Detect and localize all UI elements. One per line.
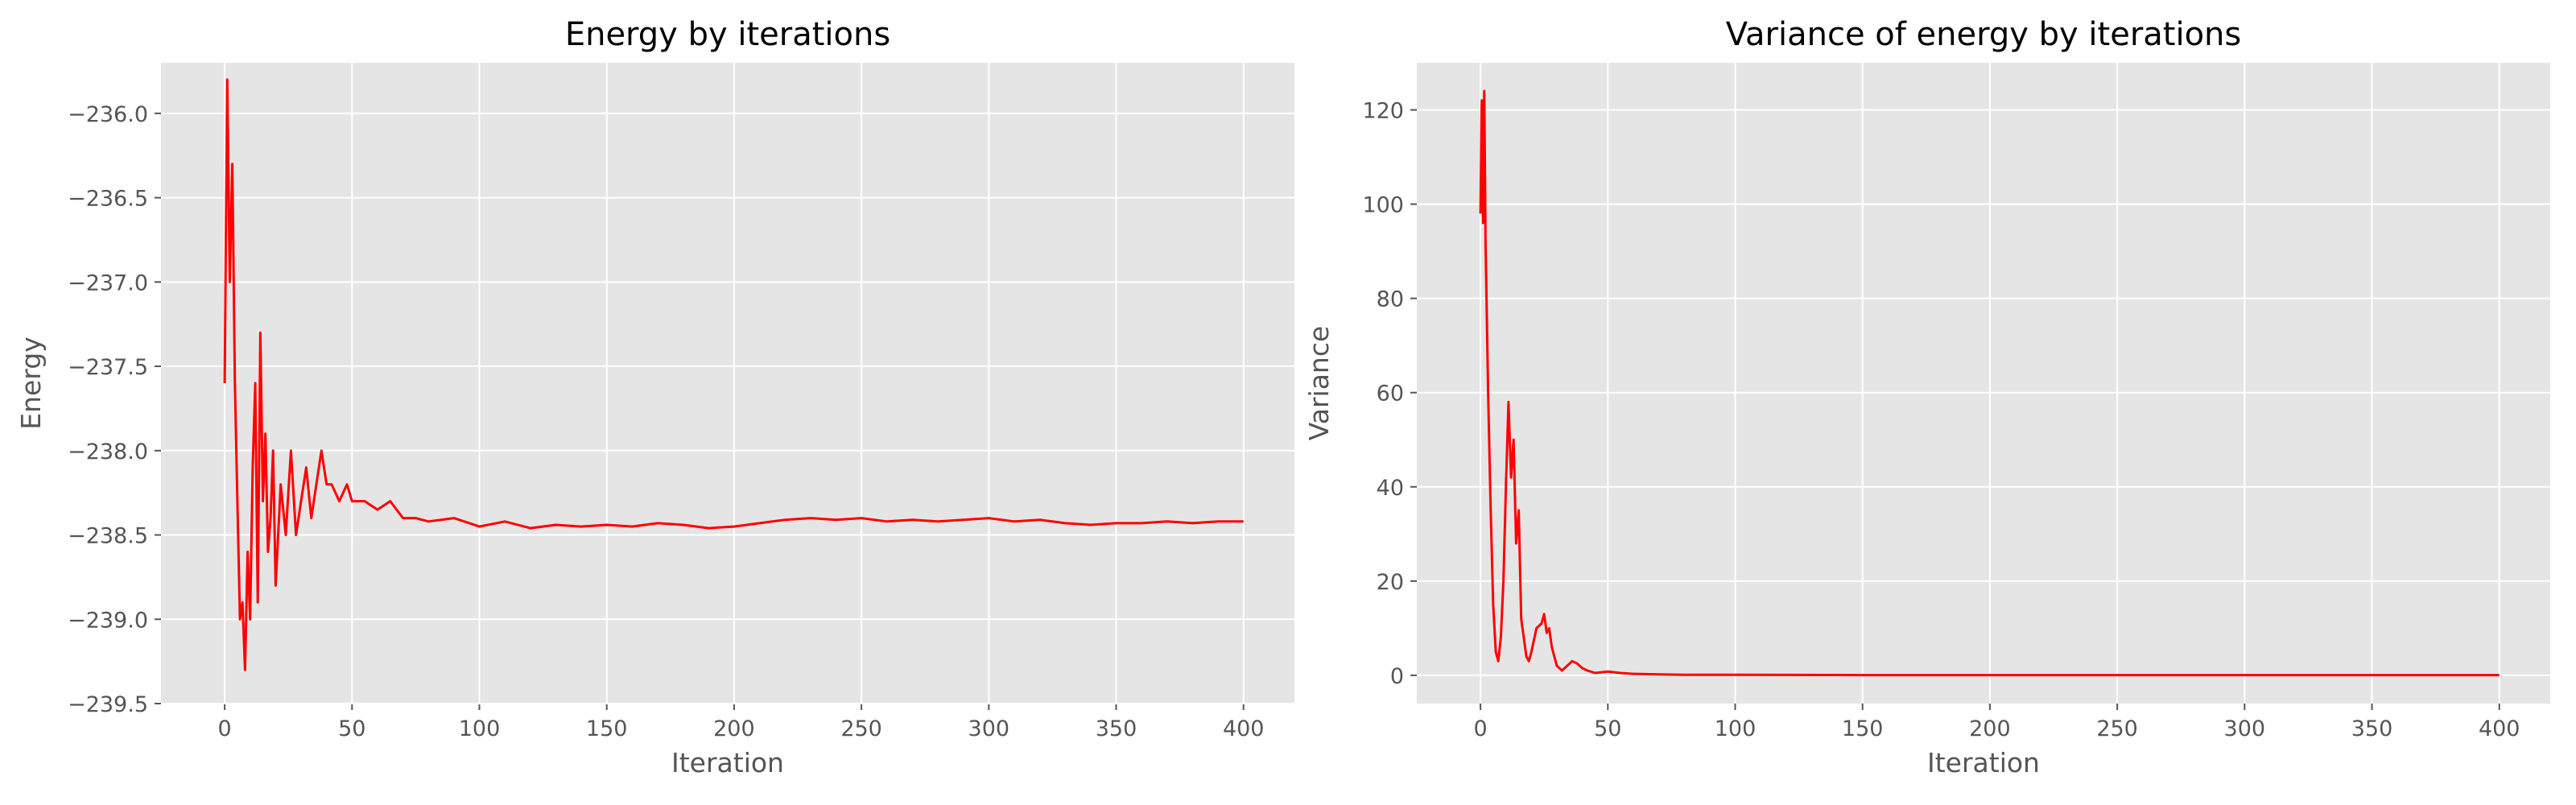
energy-x-tick-label: 400 [1223,716,1265,741]
energy-x-axis-label: Iteration [671,747,784,778]
energy-chart-title: Energy by iterations [565,16,890,53]
variance-x-tick-label: 350 [2351,716,2393,741]
energy-x-tick-label: 150 [586,716,628,741]
energy-y-tick-label: −236.5 [68,187,148,212]
variance-x-tick-label: 250 [2096,716,2138,741]
energy-y-tick-label: −239.5 [68,692,148,717]
energy-x-tick-label: 250 [840,716,882,741]
energy-x-tick-label: 100 [459,716,501,741]
variance-y-tick-label: 80 [1377,287,1404,312]
energy-y-tick-label: −237.5 [68,355,148,380]
variance-y-tick-label: 40 [1377,476,1404,501]
variance-y-tick-label: 20 [1377,570,1404,595]
energy-chart: 0 50 100 150 200 250 300 350 400 −239.5 −239.0 −238… [15,16,1294,778]
variance-x-tick-label: 50 [1594,716,1621,741]
variance-x-axis-label: Iteration [1927,747,2040,778]
energy-y-tick-label: −237.0 [68,270,148,295]
energy-x-tick-label: 0 [218,716,232,741]
energy-y-axis-label: Energy [15,336,47,430]
variance-x-tick-label: 0 [1474,716,1488,741]
variance-x-tick-label: 300 [2224,716,2266,741]
energy-x-tick-label: 350 [1096,716,1137,741]
variance-x-tick-label: 400 [2479,716,2520,741]
energy-y-tick-label: −238.0 [68,440,148,464]
energy-x-tick-label: 300 [968,716,1010,741]
energy-y-tick-label: −236.0 [68,102,148,127]
variance-series-line [1479,89,2500,677]
variance-chart-title: Variance of energy by iterations [1726,16,2241,53]
variance-chart: 0 50 100 150 200 250 300 350 400 0 20 40 60 80 100 120 V… [1303,16,2550,778]
variance-x-tick-label: 200 [1969,716,2011,741]
variance-y-axis-label: Variance [1303,326,1335,441]
energy-x-tick-label: 200 [713,716,755,741]
variance-y-tick-label: 60 [1377,382,1404,407]
variance-y-tick-label: 100 [1362,193,1404,218]
energy-x-tick-label: 50 [338,716,365,741]
variance-y-tick-label: 0 [1390,664,1404,689]
energy-y-tick-label: −239.0 [68,608,148,633]
energy-series-line [223,78,1244,671]
energy-plot-area [161,63,1294,704]
variance-plot-area [1417,63,2550,704]
variance-x-tick-label: 100 [1715,716,1757,741]
variance-x-tick-label: 150 [1842,716,1884,741]
energy-y-tick-label: −238.5 [68,524,148,549]
variance-y-tick-label: 120 [1362,99,1404,124]
